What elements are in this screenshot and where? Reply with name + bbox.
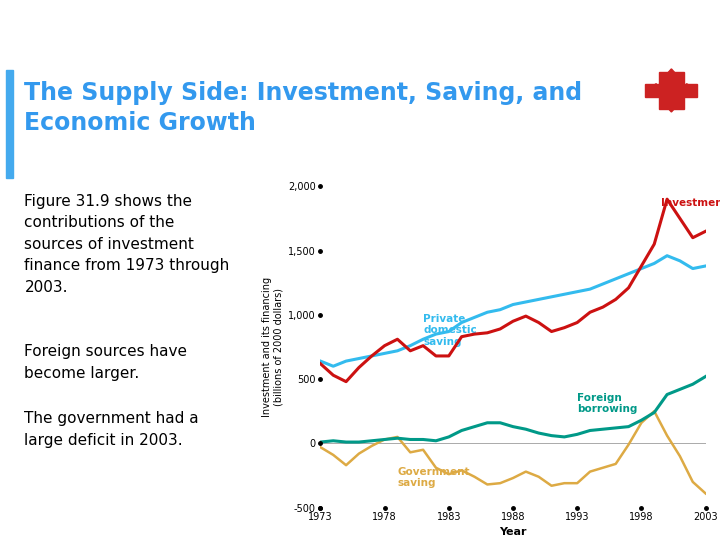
Text: The Supply Side: Investment, Saving, and
Economic Growth: The Supply Side: Investment, Saving, and… [24,80,582,136]
Polygon shape [686,84,698,97]
Text: The government had a
large deficit in 2003.: The government had a large deficit in 20… [24,411,199,448]
X-axis label: Year: Year [499,526,527,537]
Text: Foreign
borrowing: Foreign borrowing [577,393,638,414]
Polygon shape [663,103,680,112]
Text: Private
domestic
saving: Private domestic saving [423,314,477,347]
Text: Investment: Investment [661,198,720,208]
Bar [6,70,13,178]
Text: Foreign sources have
become larger.: Foreign sources have become larger. [24,345,187,381]
Text: Figure 31.9 shows the
contributions of the
sources of investment
finance from 19: Figure 31.9 shows the contributions of t… [24,194,230,295]
Y-axis label: Investment and its financing
(billions of 2000 dollars): Investment and its financing (billions o… [262,277,284,417]
Bar [645,84,698,97]
Text: Government
saving: Government saving [397,467,470,488]
Polygon shape [663,69,680,78]
Bar [659,72,684,109]
Polygon shape [645,84,657,97]
